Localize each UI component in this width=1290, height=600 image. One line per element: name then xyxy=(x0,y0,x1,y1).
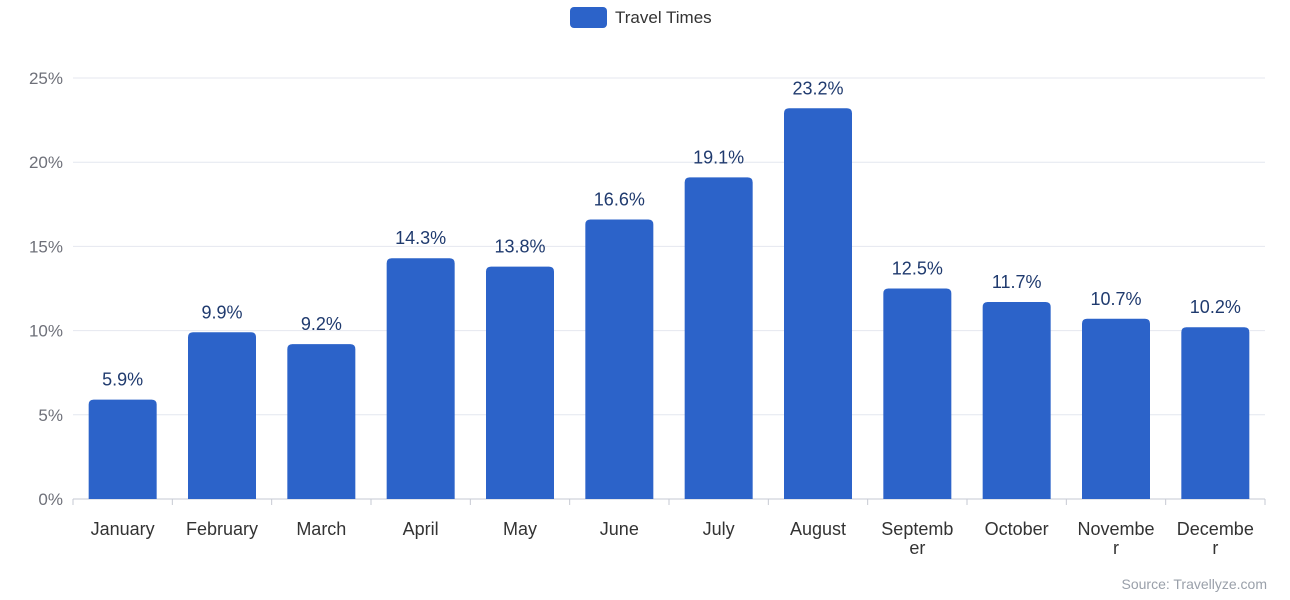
bar-november[interactable] xyxy=(1082,318,1150,499)
data-label: 19.1% xyxy=(693,147,744,167)
x-tick-label: Decembe r xyxy=(1177,519,1254,558)
bars xyxy=(88,108,1250,500)
bar-june[interactable] xyxy=(585,219,654,499)
x-tick-label: June xyxy=(600,519,639,539)
x-tick-label: July xyxy=(703,519,735,539)
data-label: 9.9% xyxy=(201,302,242,322)
bar-july[interactable] xyxy=(684,177,753,499)
y-tick-label: 5% xyxy=(38,406,63,425)
data-labels: 5.9% 9.9% 9.2% 14.3% 13.8% 16.6% 19.1% 23.2% 12.… xyxy=(102,78,1241,389)
x-tick-label: August xyxy=(790,519,846,539)
x-tick-label: February xyxy=(186,519,258,539)
x-tick-label: Septemb er xyxy=(881,519,953,558)
x-tick-label: October xyxy=(985,519,1049,539)
y-tick-label: 10% xyxy=(29,322,63,341)
data-label: 12.5% xyxy=(892,259,943,279)
data-label: 13.8% xyxy=(494,237,545,257)
bar-february[interactable] xyxy=(188,332,256,499)
x-tick-label: March xyxy=(296,519,346,539)
source-note: Source: Travellyze.com xyxy=(1122,576,1268,592)
bar-march[interactable] xyxy=(287,344,356,499)
bar-april[interactable] xyxy=(386,258,455,499)
data-label: 5.9% xyxy=(102,370,143,390)
data-label: 11.7% xyxy=(992,272,1042,292)
data-label: 10.7% xyxy=(1090,289,1141,309)
legend-swatch xyxy=(570,7,607,28)
y-tick-label: 15% xyxy=(29,237,63,256)
bar-september[interactable] xyxy=(883,288,952,500)
grid-lines xyxy=(73,77,1265,416)
x-axis-labels: January February March April May June July Augu… xyxy=(91,519,1254,558)
bar-january[interactable] xyxy=(88,399,157,499)
y-tick-label: 25% xyxy=(29,69,63,88)
x-tick-label: Novembe r xyxy=(1077,519,1154,558)
x-tick-label: January xyxy=(91,519,155,539)
y-axis-labels: 0% 5% 10% 15% 20% 25% xyxy=(29,69,63,509)
bar-may[interactable] xyxy=(486,266,554,499)
data-label: 9.2% xyxy=(301,314,342,334)
data-label: 10.2% xyxy=(1190,297,1241,317)
data-label: 16.6% xyxy=(594,189,645,209)
bar-august[interactable] xyxy=(784,108,852,499)
x-axis xyxy=(72,498,1266,505)
x-tick-label: April xyxy=(403,519,439,539)
bar-october[interactable] xyxy=(982,301,1051,499)
bar-december[interactable] xyxy=(1181,327,1250,499)
data-label: 14.3% xyxy=(395,228,446,248)
y-tick-label: 0% xyxy=(38,490,63,509)
x-tick-label: May xyxy=(503,519,537,539)
y-tick-label: 20% xyxy=(29,153,63,172)
legend-label: Travel Times xyxy=(615,8,712,27)
data-label: 23.2% xyxy=(792,78,843,98)
legend[interactable]: Travel Times xyxy=(570,7,712,28)
